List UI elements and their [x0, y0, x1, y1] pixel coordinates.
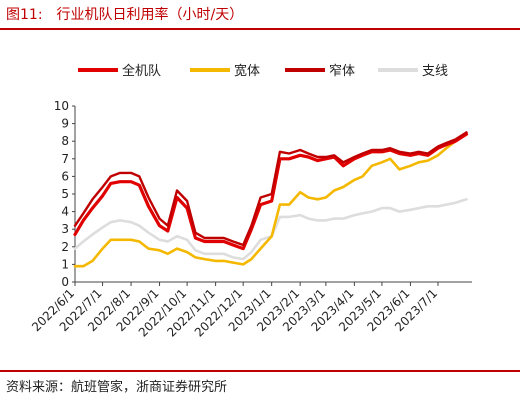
series-line-4: [73, 198, 468, 261]
legend-label: 支线: [422, 64, 448, 79]
y-tick-label: 10: [54, 99, 69, 113]
series-line-3: [73, 131, 468, 247]
y-tick-label: 8: [61, 134, 69, 148]
y-tick-label: 3: [61, 222, 69, 236]
figure-title-text: 行业机队日利用率（小时/天）: [56, 7, 244, 23]
legend-label: 窄体: [329, 63, 355, 79]
y-tick-label: 9: [61, 117, 69, 131]
source-note: 资料来源：航班管家，浙商证券研究所: [6, 380, 228, 395]
figure-number: 图11:: [6, 7, 43, 23]
footer-rule: [0, 370, 520, 372]
legend-label: 宽体: [234, 63, 260, 79]
line-chart: 0123456789102022/6/12022/7/12022/8/12022…: [29, 63, 472, 340]
y-tick-label: 4: [61, 205, 69, 219]
figure-title: 图11: 行业机队日利用率（小时/天）: [6, 4, 243, 26]
y-tick-label: 6: [61, 169, 69, 183]
legend-label: 全机队: [122, 63, 161, 79]
y-tick-label: 7: [61, 152, 69, 166]
series-line-2: [73, 132, 468, 268]
y-tick-label: 0: [61, 275, 69, 289]
y-tick-label: 2: [61, 240, 69, 254]
y-tick-label: 1: [61, 257, 69, 271]
y-tick-label: 5: [61, 187, 69, 201]
title-rule: [0, 28, 520, 30]
series-line-1: [73, 132, 469, 251]
